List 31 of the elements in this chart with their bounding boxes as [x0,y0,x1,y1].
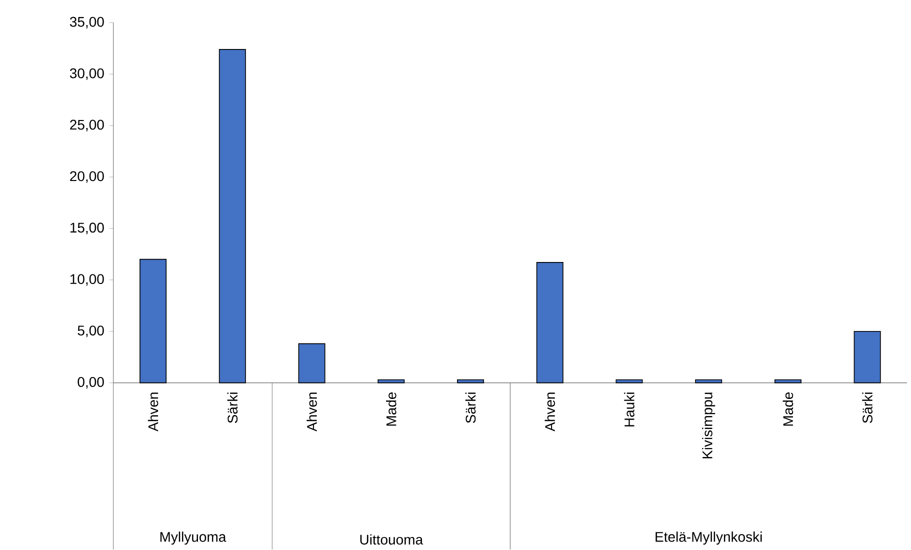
y-tick-label: 5,00 [78,326,104,338]
y-tick-label: 10,00 [70,274,104,286]
x-tick-label: Särki [862,392,872,424]
bar [536,262,564,384]
y-tick-label: 15,00 [70,222,104,234]
bar [695,380,722,384]
x-tick-label: Ahven [544,392,556,432]
x-tick-label: Särki [465,392,476,424]
y-tick-label: 30,00 [70,68,104,80]
bar [378,380,405,384]
text: Etelä-Myllynkoski [656,532,762,545]
text: Myllyuoma [160,532,226,545]
x-tick-label: Made [782,392,794,426]
bar [774,380,802,384]
bar [218,49,246,384]
y-tick-label: 20,00 [70,171,104,184]
y-tick-label: 25,00 [70,120,104,132]
bar [457,380,484,384]
x-tick-label: Ahven [148,392,158,432]
bar [298,344,326,384]
x-tick-label: Made [386,392,396,426]
x-tick-label: Ahven [306,392,317,432]
bar [854,331,881,384]
x-tick-label: Hauki [624,392,634,427]
y-tick-label: 35,00 [70,17,104,29]
text: Uittouoma [360,534,424,545]
x-tick-label: Kivisimppu [702,392,716,459]
bar [140,259,167,384]
x-tick-label: Särki [227,392,238,424]
y-tick-label: 0,00 [78,377,104,389]
bar [616,380,643,384]
